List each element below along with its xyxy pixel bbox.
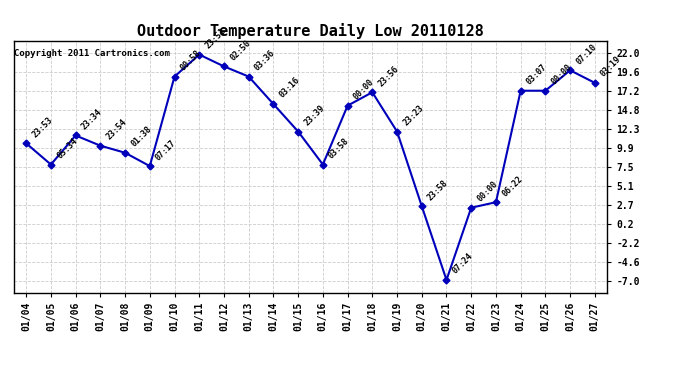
Text: Copyright 2011 Cartronics.com: Copyright 2011 Cartronics.com [14, 49, 170, 58]
Text: 23:58: 23:58 [426, 178, 450, 202]
Text: 03:36: 03:36 [253, 48, 277, 72]
Text: 07:10: 07:10 [574, 42, 598, 66]
Text: 23:34: 23:34 [80, 107, 104, 131]
Text: 01:38: 01:38 [129, 124, 153, 148]
Text: 23:53: 23:53 [30, 115, 55, 139]
Text: 00:00: 00:00 [549, 63, 573, 87]
Text: 00:00: 00:00 [352, 77, 376, 102]
Text: 07:17: 07:17 [154, 138, 178, 162]
Title: Outdoor Temperature Daily Low 20110128: Outdoor Temperature Daily Low 20110128 [137, 23, 484, 39]
Text: 03:16: 03:16 [277, 76, 302, 100]
Text: 00:58: 00:58 [179, 48, 203, 72]
Text: 23:39: 23:39 [302, 104, 326, 128]
Text: 23:54: 23:54 [104, 117, 128, 141]
Text: 02:50: 02:50 [228, 38, 252, 62]
Text: 23:23: 23:23 [401, 104, 425, 128]
Text: 07:24: 07:24 [451, 252, 475, 276]
Text: 00:00: 00:00 [475, 180, 500, 204]
Text: 06:22: 06:22 [500, 174, 524, 198]
Text: 03:58: 03:58 [327, 136, 351, 160]
Text: 05:34: 05:34 [55, 136, 79, 160]
Text: 23:51: 23:51 [204, 26, 228, 50]
Text: 23:56: 23:56 [377, 64, 400, 88]
Text: 03:19: 03:19 [599, 55, 623, 79]
Text: 03:07: 03:07 [525, 63, 549, 87]
